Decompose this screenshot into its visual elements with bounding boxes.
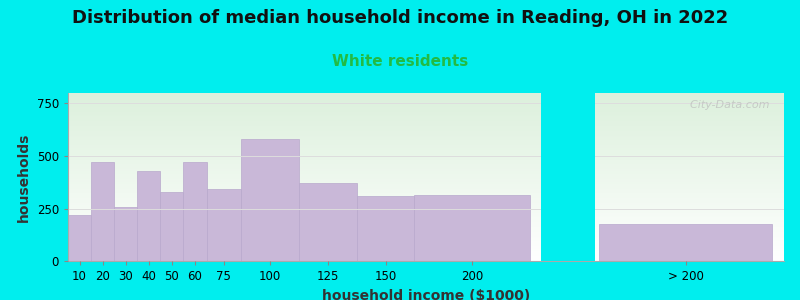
Bar bbox=[542, 93, 594, 261]
X-axis label: household income ($1000): household income ($1000) bbox=[322, 289, 530, 300]
Bar bbox=[138, 171, 160, 261]
Text: Distribution of median household income in Reading, OH in 2022: Distribution of median household income … bbox=[72, 9, 728, 27]
Bar bbox=[114, 208, 138, 261]
Bar bbox=[206, 188, 242, 261]
Bar bbox=[299, 183, 357, 261]
Bar bbox=[357, 196, 414, 261]
Bar bbox=[599, 224, 773, 261]
Text: White residents: White residents bbox=[332, 54, 468, 69]
Bar bbox=[160, 192, 183, 261]
Bar bbox=[68, 215, 91, 261]
Y-axis label: households: households bbox=[17, 132, 31, 222]
Bar bbox=[542, 93, 594, 261]
Bar bbox=[91, 162, 114, 261]
Bar bbox=[414, 195, 530, 261]
Bar bbox=[242, 139, 299, 261]
Text: City-Data.com: City-Data.com bbox=[683, 100, 770, 110]
Bar bbox=[183, 162, 206, 261]
